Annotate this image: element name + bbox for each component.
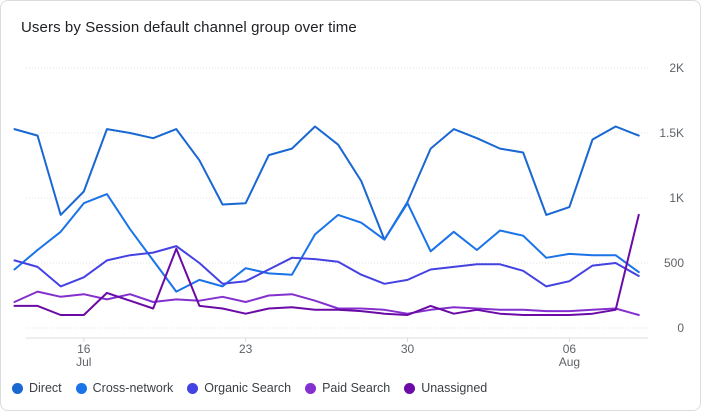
x-tick-month-label: Jul <box>76 355 91 369</box>
legend-item-direct[interactable]: Direct <box>12 381 62 395</box>
y-tick-label: 0 <box>677 321 684 335</box>
series-line-organic-search <box>13 245 640 288</box>
y-tick-label: 1.5K <box>659 126 684 140</box>
y-tick-label: 2K <box>669 61 684 75</box>
legend-item-paid-search[interactable]: Paid Search <box>305 381 390 395</box>
legend-swatch <box>75 382 87 394</box>
x-tick-label: 23 <box>239 342 253 356</box>
legend-item-cross-network[interactable]: Cross-network <box>75 381 174 395</box>
series-line-cross-network <box>13 193 640 293</box>
series-line-paid-search <box>13 290 640 316</box>
x-tick-label: 30 <box>401 342 415 356</box>
y-tick-label: 1K <box>669 191 684 205</box>
legend-label: Paid Search <box>322 381 391 395</box>
chart-title: Users by Session default channel group o… <box>21 19 357 36</box>
x-tick-label: 16 <box>77 342 91 356</box>
legend-label: Unassigned <box>421 381 488 395</box>
legend-item-organic-search[interactable]: Organic Search <box>187 381 291 395</box>
legend-label: Direct <box>29 381 62 395</box>
legend-label: Organic Search <box>204 381 292 395</box>
chart-legend: Direct Cross-network Organic Search Paid Se… <box>12 378 501 398</box>
legend-swatch <box>12 382 23 394</box>
y-tick-label: 500 <box>664 256 684 270</box>
legend-item-unassigned[interactable]: Unassigned <box>404 381 487 395</box>
series-line-unassigned <box>13 213 640 316</box>
legend-swatch <box>404 382 416 394</box>
legend-swatch <box>187 382 199 394</box>
series-line-direct <box>13 125 640 241</box>
x-tick-month-label: Aug <box>559 355 580 369</box>
legend-swatch <box>305 382 317 394</box>
legend-label: Cross-network <box>92 381 174 395</box>
x-tick-label: 06 <box>563 342 577 356</box>
